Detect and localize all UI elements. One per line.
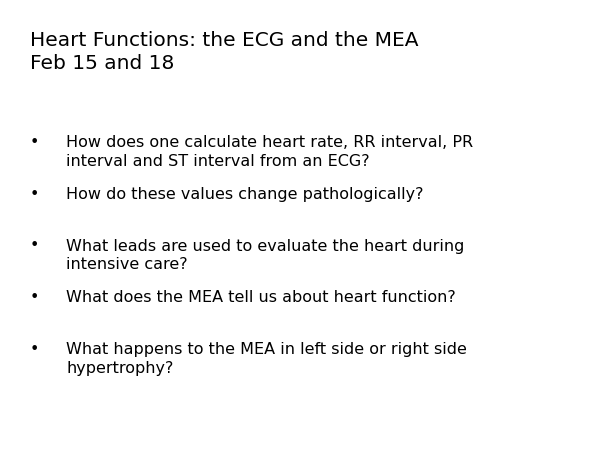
Text: What leads are used to evaluate the heart during
intensive care?: What leads are used to evaluate the hear… [66,238,464,272]
Text: •: • [30,342,40,357]
Text: •: • [30,135,40,150]
Text: •: • [30,290,40,305]
Text: What happens to the MEA in left side or right side
hypertrophy?: What happens to the MEA in left side or … [66,342,467,376]
Text: Heart Functions: the ECG and the MEA
Feb 15 and 18: Heart Functions: the ECG and the MEA Feb… [30,32,419,73]
Text: What does the MEA tell us about heart function?: What does the MEA tell us about heart fu… [66,290,456,305]
Text: •: • [30,238,40,253]
Text: •: • [30,187,40,202]
Text: How do these values change pathologically?: How do these values change pathologicall… [66,187,424,202]
Text: How does one calculate heart rate, RR interval, PR
interval and ST interval from: How does one calculate heart rate, RR in… [66,135,473,169]
